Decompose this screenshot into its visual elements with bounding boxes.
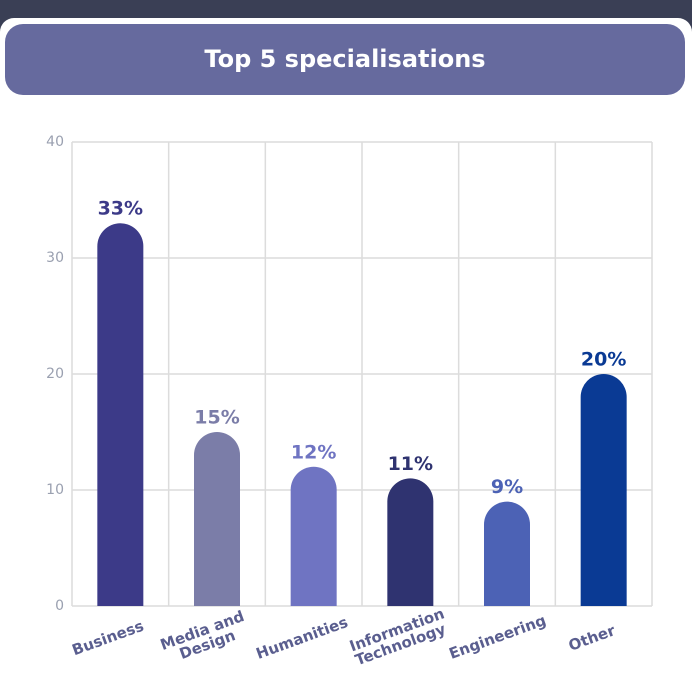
chart-title: Top 5 specialisations: [204, 45, 485, 73]
y-tick-label: 0: [55, 598, 64, 614]
value-label: 15%: [194, 407, 239, 429]
bar: [580, 374, 627, 606]
bar: [97, 223, 144, 606]
bar: [387, 478, 434, 606]
value-label: 33%: [98, 198, 143, 220]
y-tick-label: 10: [46, 482, 64, 498]
bar: [484, 501, 530, 606]
value-label: 20%: [581, 349, 626, 371]
y-tick-label: 30: [46, 250, 64, 266]
value-label: 11%: [388, 453, 433, 475]
title-banner: [5, 24, 685, 95]
y-tick-label: 20: [46, 366, 64, 382]
bar: [194, 432, 240, 606]
y-tick-label: 40: [46, 134, 64, 150]
value-label: 12%: [291, 441, 336, 463]
bar: [290, 466, 337, 606]
value-label: 9%: [491, 476, 523, 498]
